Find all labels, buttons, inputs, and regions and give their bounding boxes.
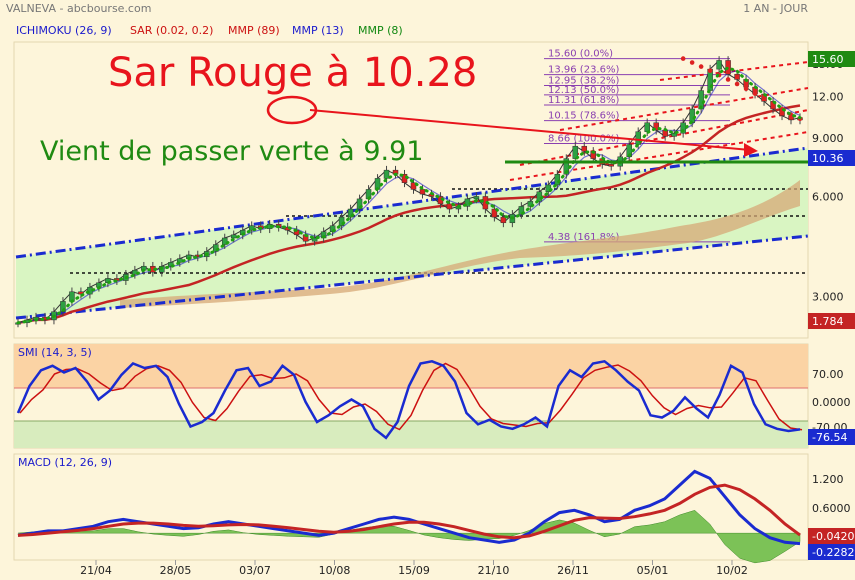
- x-tick-label: 15/09: [398, 564, 430, 577]
- badge-high-text: 15.60: [812, 53, 844, 66]
- candle-body: [383, 169, 390, 179]
- date-axis: 21/04 28/05 03/07 10/08 15/09 21/10 26/11 05/01…: [80, 560, 748, 577]
- fib-label: 15.60 (0.0%): [548, 49, 613, 60]
- candle-body: [347, 208, 354, 218]
- fib-label: 12.13 (50.0%): [548, 85, 619, 96]
- candle-body: [572, 145, 579, 159]
- sar-dot: [689, 60, 695, 65]
- sar-dot: [707, 68, 713, 74]
- smi-oversold-zone: [14, 421, 808, 448]
- x-tick-label: 21/04: [80, 564, 112, 577]
- sar-dot: [680, 56, 686, 61]
- sar-dot: [752, 91, 758, 96]
- fib-label: 12.95 (38.2%): [548, 75, 619, 86]
- period-label: 1 AN - JOUR: [743, 2, 808, 15]
- badge-last: [808, 150, 855, 166]
- price-tick: 3.000: [812, 290, 844, 303]
- candle-body: [60, 301, 66, 312]
- smi-badge-text: -76.54: [812, 431, 847, 444]
- fib-label: 4.38 (161.8%): [548, 232, 619, 243]
- fib-label: 11.31 (61.8%): [548, 95, 619, 106]
- sar-dot: [734, 81, 740, 87]
- macd-label: MACD (12, 26, 9): [18, 456, 112, 469]
- smi-tick-70: 70.00: [812, 368, 844, 381]
- legend-mmp8: MMP (8): [358, 24, 403, 37]
- mmp8-line: [16, 66, 802, 325]
- fan-line-1: [509, 131, 809, 181]
- mmp89-line: [17, 104, 801, 325]
- sar-dot: [761, 96, 767, 101]
- badge-other: [808, 313, 855, 329]
- legend-sar: SAR (0.02, 0.2): [130, 24, 213, 37]
- x-tick-label: 05/01: [637, 564, 669, 577]
- macd-signal-badge: [808, 528, 855, 544]
- candle-body: [473, 196, 480, 200]
- candle-body: [518, 206, 525, 215]
- macd-tick-1-2: 1.200: [812, 473, 844, 486]
- candle-body: [410, 182, 417, 190]
- smi-line: [16, 359, 801, 440]
- candle-body: [356, 198, 363, 210]
- price-tick: 6.000: [812, 190, 844, 203]
- x-tick-label: 26/11: [557, 564, 589, 577]
- green-annotation: Vient de passer verte à 9.91: [40, 136, 423, 167]
- smi-label: SMI (14, 3, 5): [18, 346, 92, 359]
- candle-body: [608, 164, 614, 167]
- fib-label: 10.15 (78.6%): [548, 111, 619, 122]
- candle-body: [716, 60, 722, 70]
- legend-mmp89: MMP (89): [228, 24, 280, 37]
- sar-dot: [725, 77, 731, 82]
- sar-annotation: Sar Rouge à 10.28: [108, 50, 477, 96]
- legend-mmp13: MMP (13): [292, 24, 344, 37]
- smi-tick-0: 0.0000: [812, 396, 851, 409]
- sar-dot: [743, 86, 749, 92]
- smi-badge: [808, 429, 855, 445]
- ichimoku-cloud: [120, 180, 800, 308]
- fib-label: 8.66 (100.0%): [548, 134, 619, 145]
- badge-other-text: 1.784: [812, 315, 844, 328]
- x-tick-label: 10/08: [319, 564, 351, 577]
- candle-body: [248, 225, 255, 231]
- price-tick: 9.000: [812, 132, 844, 145]
- candle-body: [446, 203, 453, 210]
- macd-badge: [808, 544, 855, 560]
- macd-badge-text: -0.2282: [812, 546, 854, 559]
- candle-body: [581, 145, 588, 152]
- legend-ichimoku: ICHIMOKU (26, 9): [16, 24, 112, 37]
- candle-body: [671, 132, 677, 137]
- candle-body: [491, 208, 498, 218]
- macd-signal-line: [17, 483, 801, 540]
- badge-last-text: 10.36: [812, 152, 844, 165]
- sar-dots: [680, 56, 803, 122]
- price-tick: 12.00: [812, 90, 844, 103]
- source-label: VALNEVA - abcbourse.com: [6, 2, 151, 15]
- annotation-arrow: [309, 109, 751, 151]
- candle-body: [230, 234, 237, 239]
- candle-body: [419, 189, 426, 195]
- candle-body: [734, 73, 740, 80]
- macd-tick-0-6: 0.6000: [812, 502, 851, 515]
- x-tick-label: 03/07: [239, 564, 271, 577]
- candle-body: [689, 108, 695, 124]
- channel-lower-line: [15, 234, 809, 320]
- sar-dot: [698, 64, 704, 69]
- candle-body: [311, 237, 318, 242]
- macd-signal-badge-text: -0.0420: [812, 530, 854, 543]
- fib-label: 13.96 (23.6%): [548, 65, 619, 76]
- badge-high: [808, 51, 855, 67]
- annotation-arrowhead: [744, 143, 758, 157]
- macd-histogram: [17, 510, 801, 564]
- macd-panel: [13, 453, 809, 561]
- candle-body: [500, 216, 507, 224]
- x-tick-label: 10/02: [716, 564, 748, 577]
- mmp13-line: [17, 69, 801, 324]
- x-tick-label: 21/10: [478, 564, 510, 577]
- candle-body: [653, 122, 659, 131]
- channel-upper-line: [15, 146, 809, 259]
- x-tick-label: 28/05: [160, 564, 192, 577]
